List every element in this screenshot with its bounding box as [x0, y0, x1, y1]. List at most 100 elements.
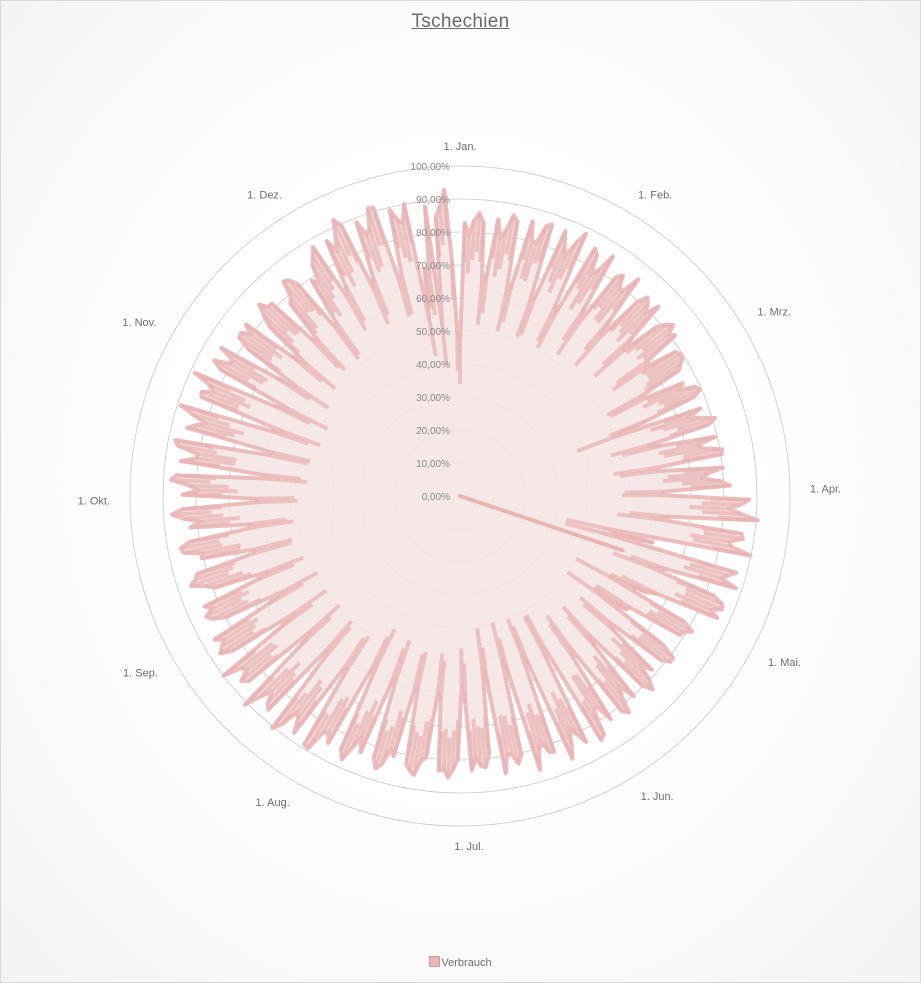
data-point — [592, 654, 621, 688]
data-point — [547, 255, 567, 294]
data-point — [662, 415, 702, 432]
data-point — [470, 220, 477, 260]
data-point — [370, 286, 390, 325]
tick-label: 50,00% — [416, 327, 450, 338]
data-point — [545, 614, 573, 650]
data-point — [213, 358, 250, 382]
data-point — [502, 715, 514, 756]
data-point — [645, 362, 682, 387]
data-point — [232, 358, 269, 383]
month-label: 1. Sep. — [123, 668, 158, 680]
series-line — [168, 187, 760, 780]
data-point — [565, 517, 606, 531]
data-point — [641, 323, 675, 352]
data-point — [427, 275, 437, 316]
data-point — [492, 237, 503, 277]
month-label: 1. Nov. — [122, 317, 156, 329]
tick-label-group: 0,00% 10,00% 20,00% 30,00% 40,00% 50,00% 60,00… — [411, 162, 451, 503]
data-point — [367, 228, 384, 268]
data-point — [339, 722, 360, 761]
grid-ring — [129, 165, 791, 827]
data-point — [335, 249, 357, 287]
data-point — [198, 488, 238, 494]
data-point — [522, 615, 545, 653]
data-point — [536, 304, 558, 342]
data-point — [262, 313, 295, 344]
data-point — [326, 696, 350, 733]
data-point — [623, 660, 655, 692]
data-point — [519, 296, 537, 336]
data-point — [373, 730, 389, 770]
data-point — [343, 285, 367, 322]
data-point — [194, 565, 234, 582]
data-point — [593, 348, 626, 378]
data-point — [419, 721, 429, 761]
data-point — [495, 292, 509, 333]
data-point — [615, 311, 647, 343]
month-label: 1. Feb. — [638, 190, 672, 202]
tick-label: 90,00% — [416, 195, 450, 206]
data-point — [227, 361, 264, 385]
data-point — [219, 630, 255, 656]
data-point — [333, 325, 361, 361]
data-point — [548, 623, 575, 658]
data-point — [450, 730, 456, 770]
data-point — [674, 591, 713, 612]
month-label: 1. Dez. — [247, 190, 282, 202]
data-point — [261, 472, 302, 481]
data-point — [595, 663, 624, 698]
data-point — [320, 697, 345, 735]
data-point — [388, 647, 406, 687]
data-point — [683, 564, 723, 581]
month-label: 1. Jun. — [641, 791, 674, 803]
data-point — [200, 515, 240, 524]
data-point — [286, 278, 315, 313]
data-point — [635, 333, 670, 361]
data-point — [344, 294, 368, 332]
data-point — [647, 356, 684, 381]
data-point — [648, 609, 685, 634]
month-label: 1. Okt. — [78, 496, 110, 508]
data-point — [667, 471, 708, 480]
data-point — [266, 672, 297, 704]
tick-label: 20,00% — [416, 426, 450, 437]
data-point — [435, 653, 445, 694]
data-point — [684, 587, 724, 607]
data-point — [394, 639, 412, 679]
data-point — [281, 571, 319, 594]
data-point — [334, 321, 361, 356]
data-point — [222, 617, 259, 642]
data-point — [547, 244, 567, 283]
data-point — [445, 738, 452, 778]
data-point — [692, 537, 733, 549]
data-point — [526, 703, 543, 743]
data-point — [593, 287, 621, 321]
data-point — [296, 685, 323, 721]
data-point — [407, 731, 419, 772]
data-point — [550, 691, 571, 729]
data-point — [475, 285, 484, 326]
legend: Verbrauch — [1, 956, 920, 969]
data-point — [271, 450, 311, 464]
data-point — [324, 619, 354, 653]
data-point — [426, 316, 438, 357]
tick-label: 40,00% — [416, 360, 450, 371]
data-point — [465, 234, 471, 274]
data-point — [642, 387, 680, 409]
data-point — [316, 339, 347, 372]
data-point — [171, 510, 212, 517]
data-point — [345, 635, 371, 671]
data-point — [519, 240, 535, 280]
data-point — [323, 625, 352, 659]
data-point — [508, 724, 521, 764]
data-point — [582, 602, 615, 632]
data-point — [568, 274, 593, 311]
data-point — [534, 713, 552, 753]
data-point — [195, 456, 236, 466]
month-label: 1. Apr. — [810, 484, 841, 496]
data-point — [658, 443, 699, 456]
tick-label: 100,00% — [411, 162, 451, 173]
data-point — [395, 218, 408, 259]
data-point — [576, 435, 615, 453]
